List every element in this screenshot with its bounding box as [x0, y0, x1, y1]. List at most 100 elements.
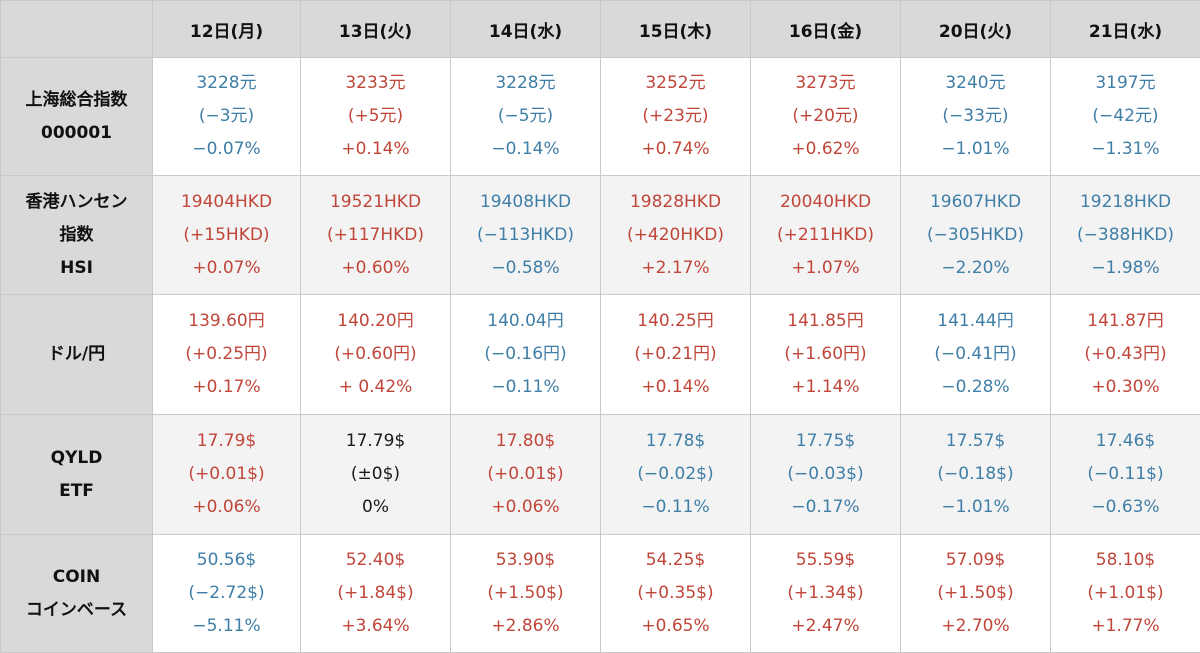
change-percent: −0.11% [491, 377, 560, 397]
change-percent: +1.07% [791, 257, 860, 278]
change-value: (+1.60円) [784, 344, 867, 364]
price-value: 3228元 [495, 73, 556, 93]
change-value: (−305HKD) [927, 224, 1024, 245]
column-header: 14日(水) [450, 0, 601, 58]
change-value: (+23元) [642, 106, 709, 126]
price-value: 141.87円 [1087, 311, 1164, 331]
price-value: 17.79$ [345, 431, 406, 451]
data-cell: 3240元 (−33元) −1.01% [900, 57, 1051, 176]
table-row: 上海総合指数 000001 3228元 (−3元) −0.07% 3233元 (+5元) +0… [0, 57, 1200, 176]
change-value: (+1.84$) [337, 583, 414, 603]
price-value: 55.59$ [795, 550, 856, 570]
price-value: 140.25円 [637, 311, 714, 331]
data-cell: 3197元 (−42元) −1.31% [1050, 57, 1200, 176]
change-value: (+0.43円) [1084, 344, 1167, 364]
data-cell: 19408HKD (−113HKD) −0.58% [450, 175, 601, 295]
price-value: 3273元 [795, 73, 856, 93]
change-percent: −0.28% [941, 377, 1010, 397]
data-cell: 3233元 (+5元) +0.14% [300, 57, 451, 176]
change-percent: −0.63% [1091, 497, 1160, 517]
price-value: 52.40$ [345, 550, 406, 570]
change-percent: +0.07% [192, 257, 261, 278]
row-label: ドル/円 [0, 294, 153, 415]
change-percent: + 0.42% [338, 377, 413, 397]
table-row: COIN コインベース 50.56$ (−2.72$) −5.11% 52.40$ (+1.… [0, 534, 1200, 653]
price-value: 54.25$ [645, 550, 706, 570]
change-value: (+5元) [347, 106, 404, 126]
change-value: (−0.02$) [637, 464, 714, 484]
change-percent: +0.30% [1091, 377, 1160, 397]
change-percent: +0.65% [641, 616, 710, 636]
change-percent: +0.74% [641, 139, 710, 159]
price-value: 50.56$ [196, 550, 257, 570]
change-value: (−3元) [198, 106, 255, 126]
change-value: (+0.01$) [188, 464, 265, 484]
price-value: 20040HKD [779, 191, 872, 212]
price-value: 19607HKD [929, 191, 1022, 212]
row-label: QYLD ETF [0, 414, 153, 535]
data-cell: 141.44円 (−0.41円) −0.28% [900, 294, 1051, 415]
row-label-line: 000001 [41, 122, 112, 143]
row-label-line: HSI [60, 257, 93, 278]
change-percent: +1.77% [1091, 616, 1160, 636]
data-cell: 20040HKD (+211HKD) +1.07% [750, 175, 901, 295]
change-percent: +2.47% [791, 616, 860, 636]
change-value: (−42元) [1092, 106, 1159, 126]
change-value: (−0.18$) [937, 464, 1014, 484]
data-cell: 57.09$ (+1.50$) +2.70% [900, 534, 1051, 653]
price-value: 19521HKD [329, 191, 422, 212]
change-value: (−2.72$) [188, 583, 265, 603]
column-header: 21日(水) [1050, 0, 1200, 58]
change-percent: −2.20% [941, 257, 1010, 278]
data-cell: 19218HKD (−388HKD) −1.98% [1050, 175, 1200, 295]
change-value: (−5元) [497, 106, 554, 126]
change-percent: −5.11% [192, 616, 261, 636]
price-value: 19218HKD [1079, 191, 1172, 212]
data-cell: 52.40$ (+1.84$) +3.64% [300, 534, 451, 653]
header-row: 12日(月) 13日(火) 14日(水) 15日(木) 16日(金) 20日(火… [0, 0, 1200, 58]
price-value: 17.46$ [1095, 431, 1156, 451]
price-value: 140.04円 [487, 311, 564, 331]
change-percent: −1.31% [1091, 139, 1160, 159]
change-value: (+0.60円) [334, 344, 417, 364]
price-value: 57.09$ [945, 550, 1006, 570]
change-percent: −0.07% [192, 139, 261, 159]
data-cell: 3252元 (+23元) +0.74% [600, 57, 751, 176]
table-row: ドル/円 139.60円 (+0.25円) +0.17% 140.20円 (+0.60円)… [0, 294, 1200, 415]
row-label-line: QYLD [50, 447, 103, 468]
change-percent: −1.98% [1091, 257, 1160, 278]
row-label: 上海総合指数 000001 [0, 57, 153, 176]
change-percent: +0.14% [341, 139, 410, 159]
change-percent: +2.17% [641, 257, 710, 278]
change-value: (+0.01$) [487, 464, 564, 484]
data-cell: 19404HKD (+15HKD) +0.07% [152, 175, 301, 295]
data-cell: 54.25$ (+0.35$) +0.65% [600, 534, 751, 653]
row-label-line: 上海総合指数 [25, 89, 128, 110]
column-header: 15日(木) [600, 0, 751, 58]
price-value: 17.78$ [645, 431, 706, 451]
data-cell: 140.04円 (−0.16円) −0.11% [450, 294, 601, 415]
change-percent: +3.64% [341, 616, 410, 636]
price-value: 3228元 [196, 73, 257, 93]
price-value: 58.10$ [1095, 550, 1156, 570]
row-label: COIN コインベース [0, 534, 153, 653]
change-value: (+1.01$) [1087, 583, 1164, 603]
change-value: (+1.50$) [937, 583, 1014, 603]
price-value: 3252元 [645, 73, 706, 93]
data-cell: 17.57$ (−0.18$) −1.01% [900, 414, 1051, 535]
price-value: 141.44円 [937, 311, 1014, 331]
change-value: (−0.03$) [787, 464, 864, 484]
price-value: 140.20円 [337, 311, 414, 331]
change-percent: +2.70% [941, 616, 1010, 636]
change-percent: −0.17% [791, 497, 860, 517]
change-value: (−0.11$) [1087, 464, 1164, 484]
change-value: (+117HKD) [327, 224, 424, 245]
change-value: (±0$) [350, 464, 401, 484]
change-value: (+0.35$) [637, 583, 714, 603]
row-label-line: ドル/円 [47, 344, 106, 364]
data-cell: 3273元 (+20元) +0.62% [750, 57, 901, 176]
price-value: 17.80$ [495, 431, 556, 451]
data-cell: 17.78$ (−0.02$) −0.11% [600, 414, 751, 535]
change-percent: 0% [362, 497, 389, 517]
